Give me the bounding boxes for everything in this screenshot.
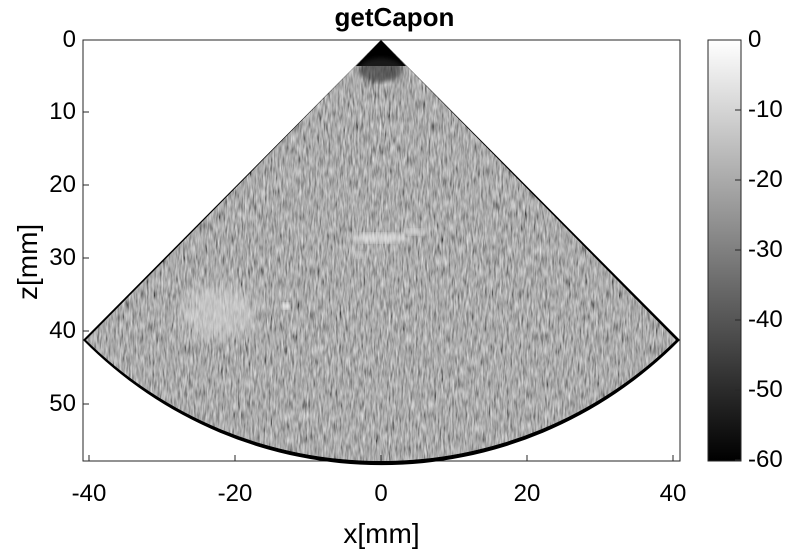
x-axis-label: x[mm] <box>343 518 420 549</box>
x-tick-label: 40 <box>659 480 687 507</box>
y-tick-label: 0 <box>62 26 76 53</box>
x-tick-label: 20 <box>513 480 541 507</box>
y-tick-label: 50 <box>49 390 76 417</box>
x-tick-label: -20 <box>217 480 253 507</box>
y-tick-label: 40 <box>49 317 76 344</box>
colorbar-tick-label: -50 <box>748 376 783 403</box>
y-tick-label: 30 <box>49 244 76 271</box>
colorbar-tick-label: 0 <box>748 26 762 53</box>
colorbar-tick-label: -30 <box>748 236 783 263</box>
plot-title: getCapon <box>334 2 455 32</box>
x-tick-label: 0 <box>374 480 388 507</box>
bright-reflector <box>348 233 408 243</box>
x-tick-label: -40 <box>71 480 107 507</box>
colorbar-tick-label: -20 <box>748 166 783 193</box>
colorbar-tick-label: -40 <box>748 306 783 333</box>
y-tick-label: 20 <box>49 171 76 198</box>
colorbar-tick-label: -60 <box>748 446 783 473</box>
bright-lesion <box>180 286 256 338</box>
x-tick-marks <box>88 455 674 461</box>
y-tick-label: 10 <box>49 98 76 125</box>
colorbar-tick-label: -10 <box>748 96 783 123</box>
colorbar-tick-marks <box>735 39 741 461</box>
y-tick-marks <box>83 39 89 405</box>
